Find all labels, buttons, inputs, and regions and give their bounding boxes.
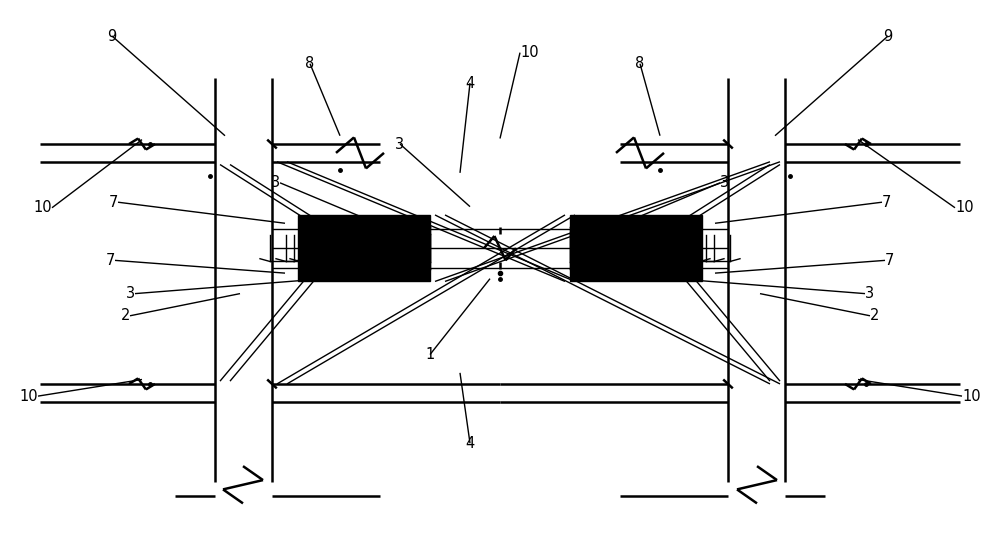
Text: 9: 9: [883, 28, 893, 44]
Text: 7: 7: [885, 253, 894, 268]
Text: 8: 8: [635, 56, 645, 71]
Text: 9: 9: [107, 28, 117, 44]
Text: 3: 3: [720, 175, 729, 191]
Text: 10: 10: [955, 200, 974, 216]
Bar: [570, 215, 702, 281]
Text: 8: 8: [305, 56, 315, 71]
Bar: [298, 215, 430, 281]
Text: 10: 10: [33, 200, 52, 216]
Text: 10: 10: [520, 45, 539, 60]
Text: 4: 4: [465, 435, 475, 451]
Text: 10: 10: [19, 388, 38, 404]
Text: 3: 3: [271, 175, 280, 191]
Text: 7: 7: [106, 253, 115, 268]
Text: 3: 3: [865, 286, 874, 301]
Text: 4: 4: [465, 75, 475, 91]
Text: 3: 3: [395, 136, 405, 152]
Text: 2: 2: [870, 308, 879, 324]
Text: 3: 3: [126, 286, 135, 301]
Text: 2: 2: [121, 308, 130, 324]
Text: 7: 7: [882, 194, 891, 210]
Text: 7: 7: [109, 194, 118, 210]
Text: 1: 1: [425, 347, 435, 362]
Text: 10: 10: [962, 388, 981, 404]
